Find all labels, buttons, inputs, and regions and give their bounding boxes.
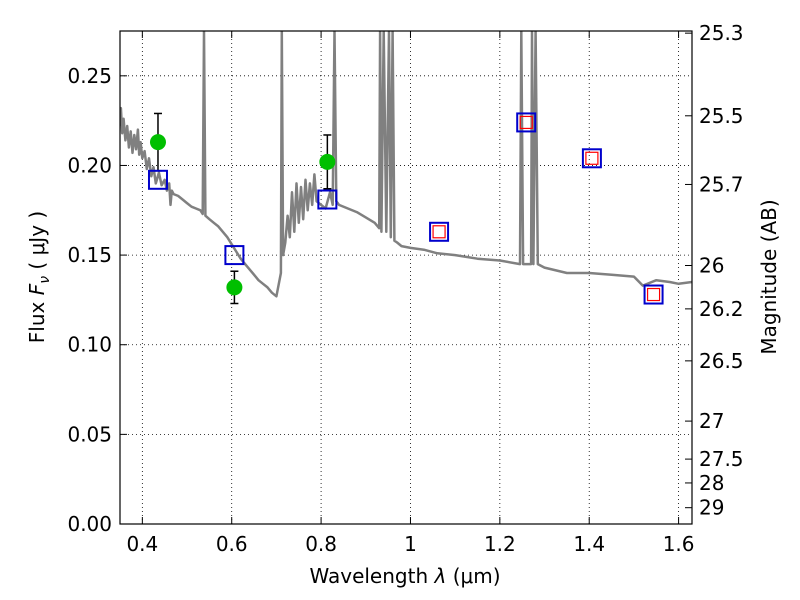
y-tick-label: 0.10 <box>67 333 112 357</box>
upper-limit-square <box>432 225 446 239</box>
y2-tick-label: 25.3 <box>699 21 744 45</box>
y2-tick-label: 26.2 <box>699 297 744 321</box>
y-axis-label: Flux Fν ( μJy ) <box>25 211 53 343</box>
y2-tick-label: 25.7 <box>699 172 744 196</box>
x-tick-label: 0.6 <box>216 532 248 556</box>
x-tick-label: 0.8 <box>305 532 337 556</box>
model-flux-square <box>429 221 450 242</box>
x-tick-label: 1 <box>404 532 417 556</box>
y-tick-label: 0.25 <box>67 64 112 88</box>
y2-tick-label: 27.5 <box>699 447 744 471</box>
x-tick-label: 1.6 <box>663 532 695 556</box>
model-flux-square <box>516 112 537 133</box>
model-flux-square <box>643 284 664 305</box>
y2-tick-label: 26 <box>699 253 724 277</box>
x-tick-label: 0.4 <box>126 532 158 556</box>
axis-ticks: 0.4 0.6 0.8 1 1.2 1.4 1.6 0.00 0.05 0.10 0.15 0.20 0… <box>67 21 743 556</box>
plot-area <box>120 31 692 305</box>
y-tick-label: 0.15 <box>67 243 112 267</box>
y2-axis-label: Magnitude (AB) <box>757 199 781 354</box>
upper-limit-square <box>519 115 533 130</box>
model-flux-square <box>147 169 168 190</box>
upper-limit-square <box>585 151 599 165</box>
model-spectrum-line <box>120 31 692 298</box>
observed-flux-point <box>149 134 166 151</box>
model-flux-square <box>581 148 602 169</box>
y2-tick-label: 28 <box>699 471 724 495</box>
y2-tick-label: 27 <box>699 409 724 433</box>
y-tick-label: 0.05 <box>67 422 112 446</box>
x-tick-label: 1.4 <box>573 532 605 556</box>
model-flux-square <box>224 245 245 266</box>
x-tick-label: 1.2 <box>484 532 516 556</box>
plot-frame <box>119 30 693 525</box>
y2-tick-label: 29 <box>699 496 724 520</box>
x-axis-label: Wavelength λ (μm) <box>309 564 500 588</box>
y-tick-label: 0.00 <box>67 512 112 536</box>
observed-flux-point <box>319 153 336 170</box>
observed-flux-point <box>226 279 243 296</box>
upper-limit-square <box>646 287 661 302</box>
y2-tick-label: 26.5 <box>699 349 744 373</box>
y2-tick-label: 25.5 <box>699 104 744 128</box>
y-tick-label: 0.20 <box>67 153 112 177</box>
model-flux-square <box>317 189 338 210</box>
